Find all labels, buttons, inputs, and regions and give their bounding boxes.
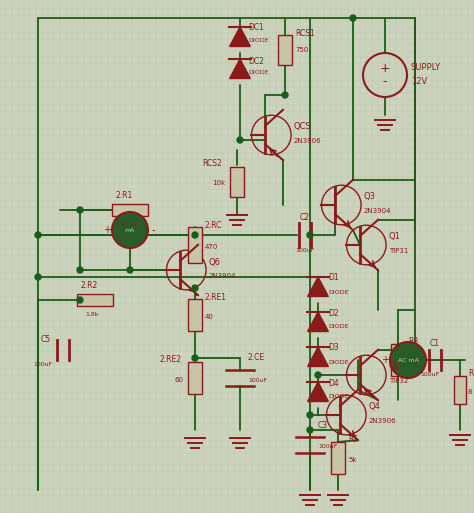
Text: +: + bbox=[103, 225, 111, 235]
Polygon shape bbox=[229, 59, 250, 78]
Text: 2.RE1: 2.RE1 bbox=[205, 292, 227, 302]
Circle shape bbox=[307, 232, 313, 238]
Circle shape bbox=[307, 412, 313, 418]
FancyBboxPatch shape bbox=[77, 294, 113, 306]
Text: D4: D4 bbox=[328, 379, 339, 387]
Text: mA: mA bbox=[125, 227, 135, 232]
FancyBboxPatch shape bbox=[391, 344, 405, 376]
Text: C3: C3 bbox=[318, 421, 328, 429]
Text: 100uF: 100uF bbox=[420, 371, 439, 377]
FancyBboxPatch shape bbox=[278, 35, 292, 65]
FancyBboxPatch shape bbox=[331, 442, 345, 474]
Circle shape bbox=[390, 342, 426, 378]
Text: DIODE: DIODE bbox=[328, 394, 348, 400]
Text: D2: D2 bbox=[328, 308, 338, 318]
Text: C5: C5 bbox=[41, 336, 51, 345]
Text: R5: R5 bbox=[348, 436, 358, 444]
Circle shape bbox=[77, 267, 83, 273]
Circle shape bbox=[307, 427, 313, 433]
Text: 60: 60 bbox=[175, 377, 184, 383]
Polygon shape bbox=[308, 382, 328, 402]
Circle shape bbox=[192, 355, 198, 361]
Circle shape bbox=[315, 372, 321, 378]
Text: 2.R2: 2.R2 bbox=[81, 282, 98, 290]
Circle shape bbox=[282, 92, 288, 98]
Text: TIP32: TIP32 bbox=[389, 378, 408, 384]
Text: AC mA: AC mA bbox=[398, 358, 419, 363]
Text: Q2: Q2 bbox=[389, 363, 401, 371]
Text: 40: 40 bbox=[205, 314, 214, 320]
Text: 2N3904: 2N3904 bbox=[209, 273, 237, 279]
Text: DC2: DC2 bbox=[248, 57, 264, 67]
Circle shape bbox=[112, 212, 148, 248]
Text: DC1: DC1 bbox=[248, 24, 264, 32]
Text: Q3: Q3 bbox=[364, 192, 376, 202]
Circle shape bbox=[192, 232, 198, 238]
Text: 0.5: 0.5 bbox=[408, 359, 419, 365]
Polygon shape bbox=[229, 27, 250, 47]
Text: 2.R1: 2.R1 bbox=[116, 191, 133, 201]
FancyBboxPatch shape bbox=[454, 376, 466, 404]
Text: 2.RE2: 2.RE2 bbox=[160, 356, 182, 365]
Text: D3: D3 bbox=[328, 344, 339, 352]
Circle shape bbox=[350, 15, 356, 21]
Polygon shape bbox=[308, 312, 328, 331]
Text: Q1: Q1 bbox=[389, 232, 401, 242]
Text: 2N3904: 2N3904 bbox=[364, 208, 392, 214]
Circle shape bbox=[127, 267, 133, 273]
Text: DIODE: DIODE bbox=[248, 37, 268, 43]
Text: C2: C2 bbox=[300, 212, 310, 222]
Text: 10.3k: 10.3k bbox=[120, 222, 137, 227]
Text: RCS1: RCS1 bbox=[295, 29, 315, 37]
Text: 12V: 12V bbox=[411, 77, 427, 87]
Text: 10k: 10k bbox=[212, 180, 225, 186]
Text: DIODE: DIODE bbox=[328, 325, 348, 329]
FancyBboxPatch shape bbox=[188, 299, 202, 331]
Text: 8: 8 bbox=[468, 389, 473, 395]
Text: D1: D1 bbox=[328, 273, 338, 283]
Text: Q6: Q6 bbox=[209, 258, 221, 266]
FancyBboxPatch shape bbox=[112, 204, 148, 216]
Text: TIP31: TIP31 bbox=[389, 248, 409, 254]
Polygon shape bbox=[308, 277, 328, 297]
Text: DIODE: DIODE bbox=[328, 360, 348, 365]
Text: +: + bbox=[381, 355, 389, 365]
Text: 2N3906: 2N3906 bbox=[369, 418, 397, 424]
Text: -: - bbox=[383, 75, 387, 89]
Circle shape bbox=[77, 297, 83, 303]
Text: Q4: Q4 bbox=[369, 403, 381, 411]
Circle shape bbox=[35, 274, 41, 280]
Polygon shape bbox=[308, 347, 328, 366]
Circle shape bbox=[192, 285, 198, 291]
Text: 750: 750 bbox=[295, 47, 309, 53]
Text: 470: 470 bbox=[205, 244, 219, 250]
Text: 1.8k: 1.8k bbox=[85, 311, 99, 317]
Text: 100uF: 100uF bbox=[248, 378, 267, 383]
Text: -: - bbox=[151, 225, 155, 235]
Text: +: + bbox=[380, 62, 390, 74]
Text: 2.RC: 2.RC bbox=[205, 221, 222, 229]
Text: RCS2: RCS2 bbox=[202, 159, 222, 168]
Text: R1: R1 bbox=[468, 369, 474, 379]
Text: QCS: QCS bbox=[294, 123, 312, 131]
Circle shape bbox=[77, 207, 83, 213]
Text: SUPPLY: SUPPLY bbox=[411, 64, 441, 72]
Text: DIODE: DIODE bbox=[248, 70, 268, 75]
Text: 100uF: 100uF bbox=[318, 444, 337, 449]
Text: C1: C1 bbox=[430, 340, 440, 348]
Text: DIODE: DIODE bbox=[328, 289, 348, 294]
Text: R3: R3 bbox=[408, 338, 418, 346]
FancyBboxPatch shape bbox=[230, 167, 244, 197]
Circle shape bbox=[35, 232, 41, 238]
FancyBboxPatch shape bbox=[188, 227, 202, 263]
FancyBboxPatch shape bbox=[188, 362, 202, 394]
Text: 2N3906: 2N3906 bbox=[294, 138, 322, 144]
Text: 5k: 5k bbox=[348, 457, 356, 463]
Text: 100uF: 100uF bbox=[295, 248, 314, 253]
Text: 100uF: 100uF bbox=[33, 362, 52, 366]
Text: 2.CE: 2.CE bbox=[248, 353, 265, 363]
Text: -: - bbox=[429, 355, 433, 365]
Circle shape bbox=[237, 137, 243, 143]
